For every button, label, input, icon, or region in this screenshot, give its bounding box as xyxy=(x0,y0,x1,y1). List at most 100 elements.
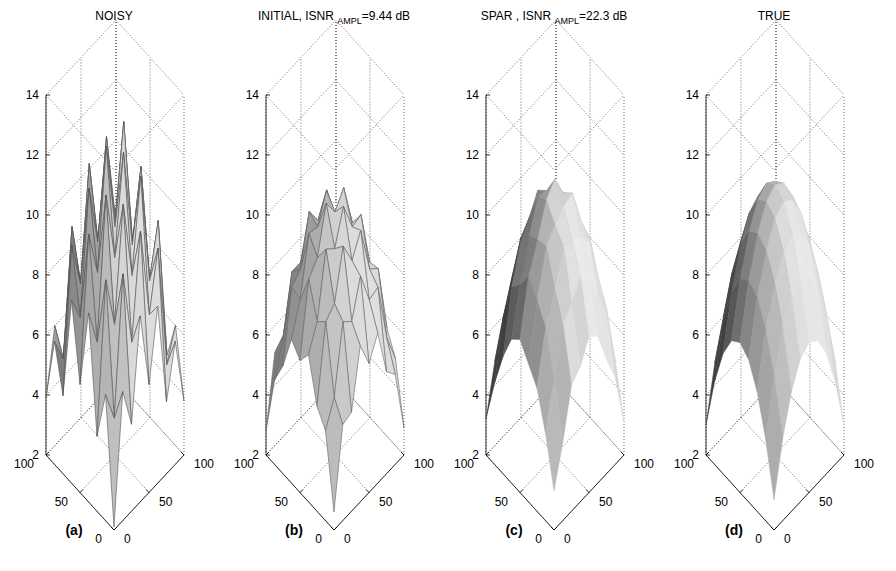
z-tick xyxy=(486,155,490,156)
z-tick xyxy=(706,95,710,96)
panel: 2468101214050100050100INITIAL, ISNR AMPL… xyxy=(234,9,434,546)
x-tick xyxy=(621,452,624,455)
surface-cell xyxy=(486,317,503,419)
title-subscript: AMPL xyxy=(337,16,362,26)
grid xyxy=(486,20,624,530)
z-tick-label: 8 xyxy=(472,268,479,282)
y-tick-label: 100 xyxy=(674,457,694,471)
z-tick-label: 12 xyxy=(466,148,480,162)
y-axis xyxy=(486,455,554,530)
z-grid-line xyxy=(46,140,184,215)
y-grid-line xyxy=(370,58,371,418)
z-tick xyxy=(486,335,490,336)
box-edge xyxy=(486,95,624,170)
surface xyxy=(46,122,184,527)
y-axis xyxy=(266,455,334,530)
z-tick xyxy=(706,335,710,336)
y-grid-line xyxy=(114,455,184,530)
y-tick xyxy=(554,527,557,530)
title: INITIAL, ISNR AMPL=9.44 dB xyxy=(258,9,410,26)
x-tick-label: 0 xyxy=(564,532,571,546)
y-axis xyxy=(706,455,774,530)
z-tick xyxy=(486,215,490,216)
z-tick-label: 10 xyxy=(686,208,700,222)
surface-cell xyxy=(607,317,624,422)
z-tick-label: 10 xyxy=(26,208,40,222)
y-tick-label: 50 xyxy=(55,495,69,509)
title-subscript: AMPL xyxy=(554,16,579,26)
y-grid-line xyxy=(810,58,811,418)
panel: 2468101214050100050100SPAR , ISNR AMPL=2… xyxy=(454,9,654,546)
surface-cell xyxy=(326,397,343,512)
y-tick-label: 50 xyxy=(715,495,729,509)
title-part: =9.44 dB xyxy=(362,9,410,23)
grid xyxy=(706,20,844,530)
title: NOISY xyxy=(95,9,132,23)
surface-cell xyxy=(546,379,563,491)
x-tick xyxy=(146,490,149,493)
grid xyxy=(266,20,404,530)
x-tick-label: 100 xyxy=(414,457,434,471)
z-tick-label: 8 xyxy=(252,268,259,282)
x-tick-label: 50 xyxy=(159,495,173,509)
title-part: NOISY xyxy=(95,9,132,23)
figure: 2468101214050100050100NOISY(a)2468101214… xyxy=(0,0,896,571)
y-tick xyxy=(740,490,743,493)
x-grid-line xyxy=(301,58,302,418)
z-grid-line xyxy=(266,20,404,95)
surface xyxy=(266,188,404,512)
z-tick xyxy=(46,95,50,96)
panel-label: (c) xyxy=(505,522,522,538)
z-tick xyxy=(706,215,710,216)
box-edge xyxy=(46,95,184,170)
z-tick xyxy=(706,275,710,276)
x-tick xyxy=(111,527,114,530)
x-tick-label: 50 xyxy=(819,495,833,509)
z-tick-label: 8 xyxy=(692,268,699,282)
x-tick xyxy=(806,490,809,493)
z-tick-label: 14 xyxy=(26,88,40,102)
title-part: SPAR , ISNR xyxy=(481,9,555,23)
y-tick xyxy=(706,452,709,455)
z-grid-line xyxy=(706,20,844,95)
z-tick xyxy=(266,395,270,396)
x-tick-label: 100 xyxy=(854,457,874,471)
grid xyxy=(46,20,184,530)
z-tick-label: 8 xyxy=(32,268,39,282)
z-tick xyxy=(706,395,710,396)
z-grid-line xyxy=(266,140,404,215)
z-tick-label: 4 xyxy=(472,388,479,402)
title: TRUE xyxy=(758,9,791,23)
title-part: TRUE xyxy=(758,9,791,23)
z-tick xyxy=(266,155,270,156)
x-grid-line xyxy=(486,455,554,530)
z-tick-label: 14 xyxy=(246,88,260,102)
surface xyxy=(486,179,624,491)
surface xyxy=(706,181,844,500)
y-tick-label: 100 xyxy=(234,457,254,471)
z-tick xyxy=(46,335,50,336)
panel-label: (a) xyxy=(65,522,82,538)
z-tick xyxy=(266,95,270,96)
x-axis xyxy=(774,455,844,530)
y-grid-line xyxy=(844,95,845,455)
y-tick xyxy=(46,452,49,455)
x-grid-line xyxy=(266,455,334,530)
z-tick-label: 4 xyxy=(692,388,699,402)
z-tick xyxy=(266,275,270,276)
x-tick-label: 100 xyxy=(194,457,214,471)
title-part: INITIAL, ISNR xyxy=(258,9,337,23)
z-tick xyxy=(46,215,50,216)
box-edge xyxy=(266,95,404,170)
x-tick xyxy=(586,490,589,493)
z-tick-label: 4 xyxy=(32,388,39,402)
x-axis xyxy=(554,455,624,530)
y-grid-line xyxy=(624,95,625,455)
x-tick-label: 50 xyxy=(379,495,393,509)
z-tick-label: 4 xyxy=(252,388,259,402)
surface-cell xyxy=(706,320,723,425)
z-tick-label: 10 xyxy=(246,208,260,222)
y-tick-label: 0 xyxy=(755,532,762,546)
panel-label: (b) xyxy=(285,522,303,538)
y-tick xyxy=(266,452,269,455)
